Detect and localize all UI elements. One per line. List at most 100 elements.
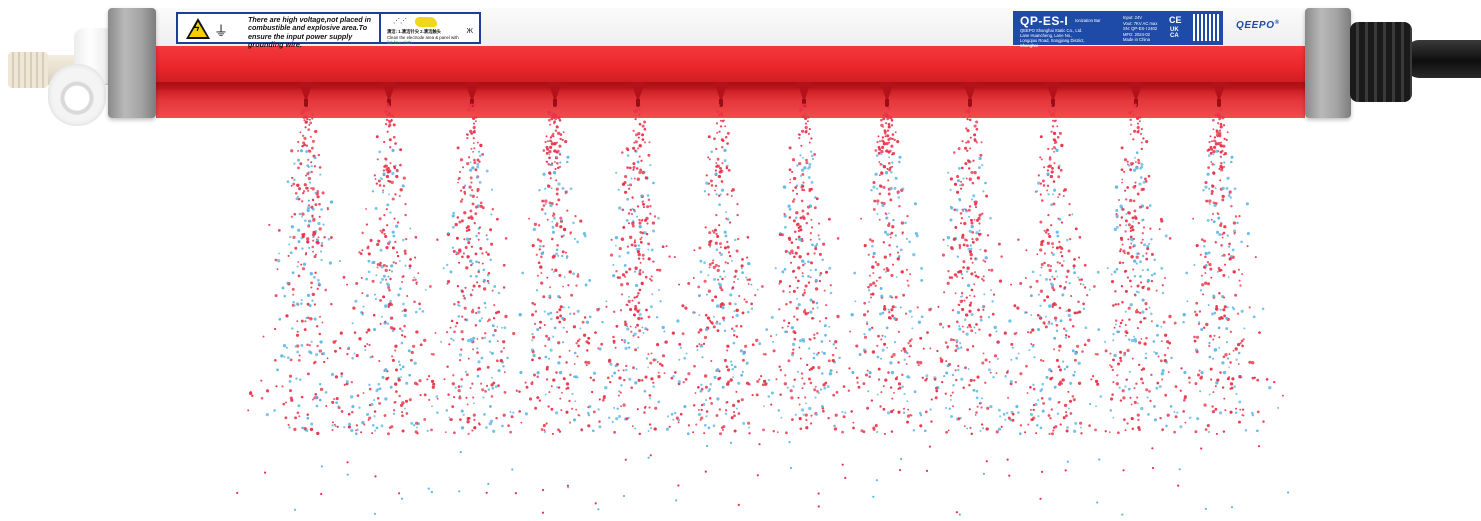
- ionizer-bar-groove: [156, 82, 1305, 90]
- positive-ion-particle: [737, 237, 740, 241]
- positive-ion-particle: [1109, 352, 1112, 355]
- positive-ion-particle: [959, 212, 963, 215]
- positive-ion-particle: [1199, 376, 1203, 380]
- negative-ion-particle: [712, 315, 715, 318]
- negative-ion-particle: [1121, 513, 1124, 516]
- positive-ion-particle: [463, 190, 467, 194]
- positive-ion-particle: [471, 189, 474, 192]
- positive-ion-particle: [574, 214, 577, 218]
- positive-ion-particle: [555, 192, 559, 196]
- negative-ion-particle: [531, 332, 534, 336]
- positive-ion-particle: [726, 368, 731, 372]
- positive-ion-particle: [1119, 359, 1123, 363]
- negative-ion-particle: [670, 412, 674, 416]
- positive-ion-particle: [1195, 335, 1200, 339]
- positive-ion-particle: [497, 384, 500, 387]
- positive-ion-particle: [469, 129, 473, 133]
- negative-ion-particle: [471, 262, 474, 265]
- positive-ion-particle: [801, 215, 805, 219]
- positive-ion-particle: [640, 159, 643, 162]
- negative-ion-particle: [567, 486, 570, 489]
- positive-ion-particle: [485, 384, 489, 387]
- positive-ion-particle: [467, 357, 470, 360]
- positive-ion-particle: [273, 358, 277, 362]
- positive-ion-particle: [801, 114, 805, 119]
- positive-ion-particle: [718, 194, 721, 197]
- positive-ion-particle: [404, 202, 407, 206]
- positive-ion-particle: [708, 266, 711, 269]
- positive-ion-particle: [1062, 189, 1065, 192]
- negative-ion-particle: [302, 262, 307, 266]
- positive-ion-particle: [1184, 421, 1187, 424]
- positive-ion-particle: [471, 194, 475, 198]
- positive-ion-particle: [664, 340, 668, 344]
- positive-ion-particle: [806, 205, 810, 209]
- negative-ion-particle: [828, 266, 832, 270]
- positive-ion-particle: [764, 382, 768, 386]
- negative-ion-particle: [413, 361, 417, 365]
- negative-ion-particle: [552, 270, 555, 273]
- negative-ion-particle: [488, 422, 492, 426]
- negative-ion-particle: [1160, 372, 1165, 376]
- positive-ion-particle: [284, 416, 288, 420]
- positive-ion-particle: [644, 275, 648, 279]
- positive-ion-particle: [301, 108, 305, 111]
- positive-ion-particle: [1030, 343, 1033, 345]
- positive-ion-particle: [643, 141, 646, 144]
- negative-ion-particle: [1038, 315, 1042, 318]
- negative-ion-particle: [1061, 293, 1065, 297]
- positive-ion-particle: [778, 280, 783, 284]
- positive-ion-particle: [908, 339, 912, 343]
- positive-ion-particle: [1228, 376, 1231, 378]
- positive-ion-particle: [947, 324, 951, 328]
- negative-ion-particle: [614, 364, 617, 368]
- negative-ion-particle: [1047, 193, 1050, 196]
- emitter-nozzle: [963, 82, 977, 102]
- positive-ion-particle: [305, 186, 309, 190]
- negative-ion-particle: [475, 176, 479, 179]
- positive-ion-particle: [307, 158, 310, 161]
- negative-ion-particle: [431, 405, 433, 408]
- positive-ion-particle: [568, 399, 571, 403]
- positive-ion-particle: [1166, 340, 1170, 344]
- positive-ion-particle: [641, 124, 645, 128]
- positive-ion-particle: [480, 382, 483, 385]
- positive-ion-particle: [824, 316, 828, 320]
- positive-ion-particle: [978, 402, 981, 405]
- positive-ion-particle: [638, 218, 641, 222]
- positive-ion-particle: [538, 248, 541, 251]
- negative-ion-particle: [893, 186, 897, 190]
- positive-ion-particle: [293, 427, 297, 432]
- negative-ion-particle: [946, 364, 949, 368]
- positive-ion-particle: [728, 221, 732, 224]
- negative-ion-particle: [544, 187, 547, 190]
- positive-ion-particle: [810, 367, 814, 371]
- negative-ion-particle: [1144, 356, 1148, 360]
- negative-ion-particle: [640, 194, 644, 198]
- negative-ion-particle: [524, 412, 529, 416]
- positive-ion-particle: [507, 424, 510, 427]
- positive-ion-particle: [1161, 378, 1164, 381]
- positive-ion-particle: [735, 390, 738, 393]
- positive-ion-particle: [1042, 359, 1045, 363]
- negative-ion-particle: [824, 333, 827, 337]
- positive-ion-particle: [649, 212, 652, 215]
- positive-ion-particle: [936, 349, 939, 353]
- positive-ion-particle: [813, 252, 816, 255]
- positive-ion-particle: [1073, 358, 1077, 362]
- negative-ion-particle: [655, 316, 659, 319]
- positive-ion-particle: [644, 176, 649, 180]
- negative-ion-particle: [587, 414, 591, 417]
- positive-ion-particle: [297, 166, 300, 170]
- positive-ion-particle: [539, 320, 542, 324]
- positive-ion-particle: [384, 268, 388, 273]
- positive-ion-particle: [795, 306, 799, 310]
- positive-ion-particle: [638, 272, 642, 276]
- positive-ion-particle: [708, 242, 712, 247]
- positive-ion-particle: [862, 382, 866, 386]
- positive-ion-particle: [1041, 179, 1045, 183]
- positive-ion-particle: [456, 285, 460, 288]
- negative-ion-particle: [1204, 185, 1208, 189]
- negative-ion-particle: [801, 168, 805, 172]
- positive-ion-particle: [329, 236, 333, 239]
